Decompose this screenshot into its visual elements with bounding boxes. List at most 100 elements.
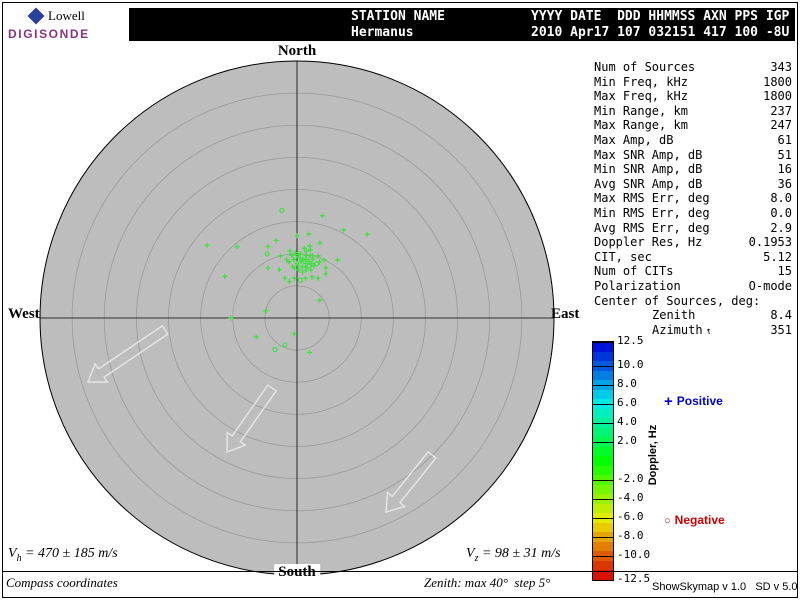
colorbar-tick-label: -6.0 <box>617 510 644 524</box>
stat-row: Max Freq, kHz 1800 <box>594 89 792 104</box>
colorbar-tick-label: -2.0 <box>617 472 644 486</box>
software-version-credit: ShowSkymap v 1.0 SD v 5.0 <box>652 581 798 593</box>
negative-circle-icon: ○ <box>664 515 671 527</box>
stat-row: Min Range, km 237 <box>594 104 792 119</box>
colorbar-tick-label: 2.0 <box>617 433 637 447</box>
stat-row: Avg SNR Amp, dB 36 <box>594 177 792 192</box>
positive-source-point <box>273 237 279 243</box>
stat-label: Max Amp, dB <box>594 132 674 147</box>
colorbar-band <box>593 399 613 409</box>
stat-row: Num of CITs 15 <box>594 264 792 279</box>
vh-symbol: V <box>8 546 17 561</box>
colorbar-band <box>593 503 613 514</box>
doppler-colorbar <box>592 341 614 581</box>
stat-value: 5.12 <box>763 249 792 264</box>
compass-label-east: East <box>551 306 580 322</box>
stat-row: Min Freq, kHz 1800 <box>594 75 792 90</box>
positive-source-point <box>309 274 315 280</box>
colorbar-band <box>593 551 613 561</box>
stat-label: Max SNR Amp, dB <box>594 147 703 162</box>
positive-source-point <box>364 231 370 237</box>
stat-row: Max Range, km 247 <box>594 118 792 133</box>
positive-source-point <box>311 263 317 269</box>
stat-label: Polarization <box>594 278 681 293</box>
digisonde-wordmark: DIGISONDE <box>8 27 90 41</box>
positive-source-point <box>317 259 323 265</box>
colorbar-tick <box>593 441 613 443</box>
positive-source-point <box>300 257 306 263</box>
colorbar-band <box>593 408 613 419</box>
stat-row: Avg RMS Err, deg 2.9 <box>594 221 792 236</box>
stat-label: Max Freq, kHz <box>594 89 688 104</box>
positive-source-point <box>291 275 297 281</box>
colorbar-tick <box>593 580 613 581</box>
positive-source-point <box>321 257 327 263</box>
stat-value: 0.0 <box>770 205 792 220</box>
positive-source-point <box>287 248 293 254</box>
station-titlebar: STATION NAME YYYY DATE DDD HHMMSS AXN PP… <box>129 8 795 41</box>
stat-row: Center of Sources, deg: <box>594 294 792 309</box>
colorbar-band <box>593 541 613 552</box>
stat-row: Azimuth ↑ 351 <box>594 323 792 338</box>
positive-source-point <box>282 275 288 281</box>
colorbar-tick <box>593 499 613 501</box>
stat-value: 343 <box>770 60 792 74</box>
colorbar-axis-title: Doppler, Hz <box>647 424 659 486</box>
colorbar-band <box>593 351 613 362</box>
colorbar-band <box>593 570 613 580</box>
positive-source-point <box>308 267 314 273</box>
colorbar-tick-label: 6.0 <box>617 395 637 409</box>
colorbar-tick <box>593 422 613 424</box>
stat-label: Doppler Res, Hz <box>594 235 703 250</box>
positive-source-point <box>307 243 313 249</box>
drift-arrow-icon <box>86 324 169 383</box>
positive-source-point <box>204 242 210 248</box>
colorbar-band <box>593 532 613 542</box>
stat-row: Max SNR Amp, dB 51 <box>594 148 792 163</box>
stat-value: 51 <box>777 147 792 162</box>
zenith-range-note: Zenith: max 40° step 5° <box>424 575 551 590</box>
compass-label-south: South <box>274 564 320 581</box>
colorbar-band <box>593 475 613 485</box>
colorbar-tick-labels: 12.5 10.0 8.0 6.0 4.0 2.0 -2.0 -4.0 -6.0 -8.0 -10.… <box>617 335 657 585</box>
colorbar-band <box>593 446 613 457</box>
positive-plus-icon: + <box>664 393 673 410</box>
lowell-digisonde-logo: Lowell DIGISONDE <box>8 7 126 43</box>
colorbar-tick-label: 10.0 <box>617 357 644 371</box>
positive-source-point <box>301 245 307 251</box>
stat-value: 15 <box>777 264 792 279</box>
stat-label: Min SNR Amp, dB <box>594 162 703 177</box>
colorbar-tick-label: -8.0 <box>617 529 644 543</box>
positive-source-point <box>297 255 303 261</box>
colorbar-band <box>593 361 613 371</box>
stat-value: 1800 <box>763 89 792 104</box>
positive-source-point <box>307 253 313 259</box>
legend-negative: ○ Negative <box>664 513 725 527</box>
vz-value: = 98 ± 31 m/s <box>481 546 561 561</box>
stat-label: Max Range, km <box>594 118 688 133</box>
stats-panel: Num of Sources 343 Min Freq, kHz 1800 Max Fr… <box>594 60 792 337</box>
positive-source-point <box>222 273 228 279</box>
positive-source-point <box>291 257 297 263</box>
colorbar-tick <box>593 403 613 405</box>
colorbar-tick-label: 12.5 <box>617 334 644 347</box>
positive-source-point <box>265 244 271 250</box>
colorbar-band <box>593 370 613 381</box>
colorbar-band <box>593 494 613 504</box>
colorbar-tick <box>593 480 613 482</box>
positive-source-point <box>234 244 240 250</box>
positive-source-point <box>228 315 234 321</box>
colorbar-band <box>593 437 613 447</box>
positive-source-point <box>291 265 297 271</box>
crosshair-axes <box>40 61 554 575</box>
stat-label: Zenith <box>652 308 696 323</box>
positive-source-point <box>303 248 309 254</box>
positive-source-point <box>307 349 313 355</box>
stat-row: Min RMS Err, deg 0.0 <box>594 206 792 221</box>
positive-source-point <box>263 308 269 314</box>
positive-source-point <box>315 275 321 281</box>
positive-source-point <box>323 271 329 277</box>
stat-value: 8.0 <box>770 191 792 206</box>
lowell-wordmark: Lowell <box>48 7 85 23</box>
